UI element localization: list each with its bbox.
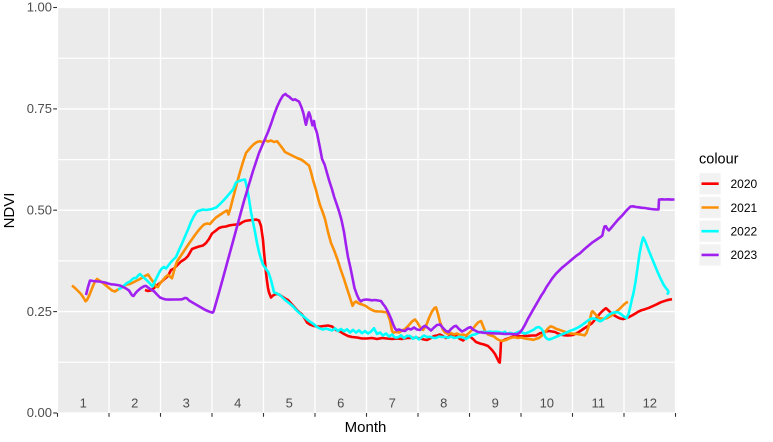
svg-text:2: 2 — [131, 396, 138, 411]
svg-text:3: 3 — [183, 396, 190, 411]
svg-text:NDVI: NDVI — [1, 193, 18, 229]
svg-text:0.50: 0.50 — [27, 202, 52, 217]
svg-text:2022: 2022 — [731, 225, 758, 239]
svg-text:0.25: 0.25 — [27, 304, 52, 319]
svg-text:12: 12 — [643, 396, 657, 411]
svg-text:0.00: 0.00 — [27, 405, 52, 420]
svg-text:9: 9 — [492, 396, 499, 411]
svg-text:5: 5 — [286, 396, 293, 411]
svg-text:0.75: 0.75 — [27, 101, 52, 116]
svg-text:6: 6 — [337, 396, 344, 411]
svg-text:2023: 2023 — [731, 248, 758, 262]
svg-text:2021: 2021 — [731, 201, 758, 215]
svg-text:Month: Month — [345, 419, 387, 436]
svg-text:8: 8 — [440, 396, 447, 411]
svg-text:1: 1 — [80, 396, 87, 411]
svg-text:4: 4 — [234, 396, 241, 411]
svg-text:10: 10 — [540, 396, 554, 411]
svg-text:11: 11 — [591, 396, 605, 411]
svg-text:colour: colour — [699, 152, 739, 168]
svg-text:7: 7 — [389, 396, 396, 411]
svg-text:1.00: 1.00 — [27, 0, 52, 15]
svg-text:2020: 2020 — [731, 177, 758, 191]
